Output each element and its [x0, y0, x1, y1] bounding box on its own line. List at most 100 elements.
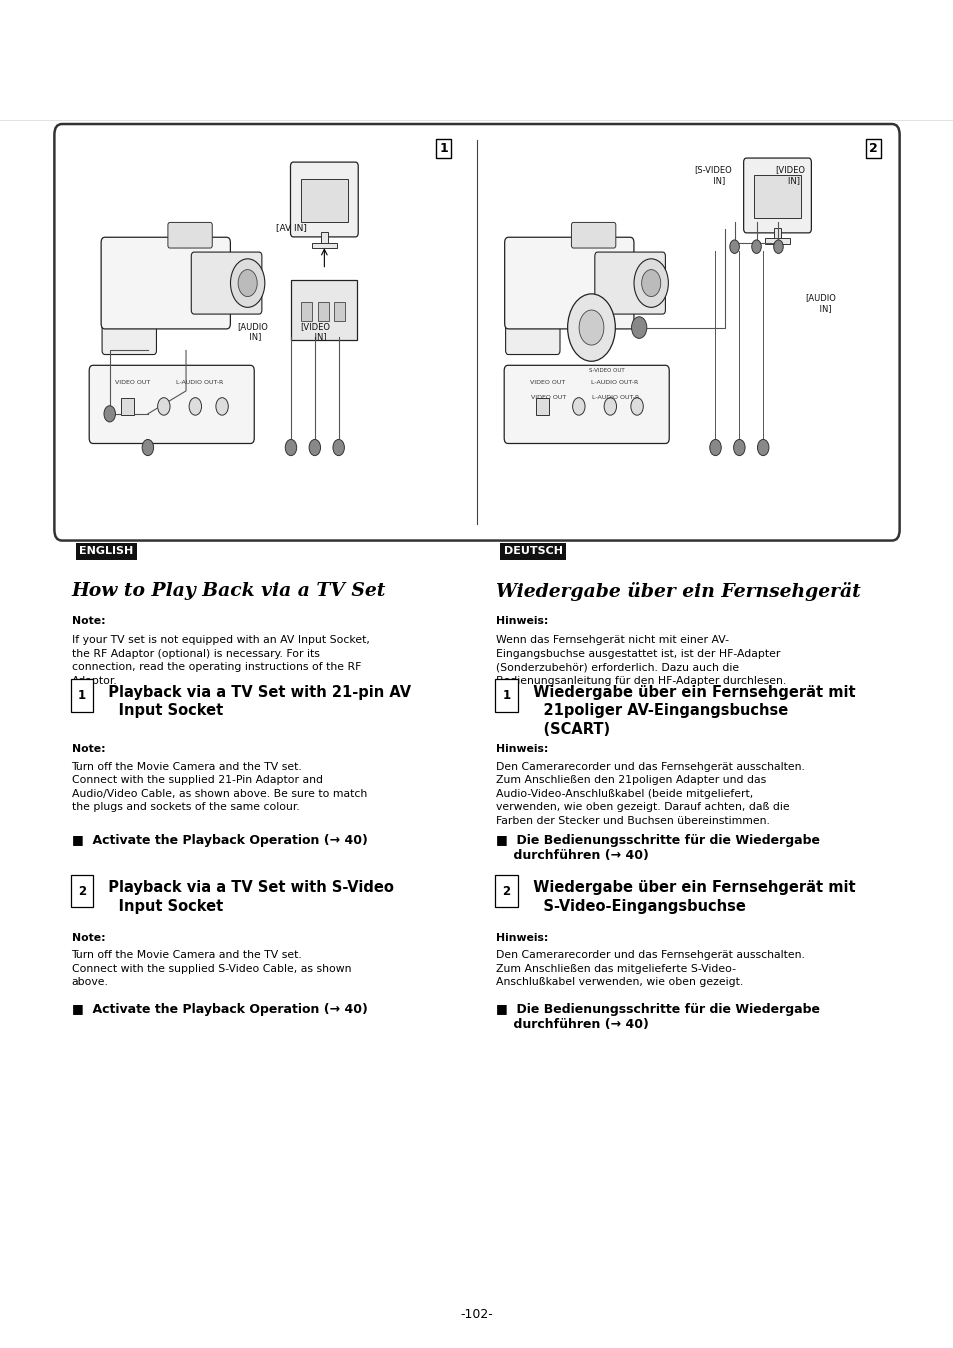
FancyBboxPatch shape: [89, 365, 253, 443]
FancyBboxPatch shape: [594, 252, 665, 314]
Text: [VIDEO
   IN]: [VIDEO IN]: [774, 166, 804, 185]
FancyBboxPatch shape: [503, 365, 668, 443]
Text: 2: 2: [868, 142, 878, 155]
Bar: [300, 179, 348, 221]
Text: DEUTSCH: DEUTSCH: [503, 546, 562, 557]
Bar: [300, 302, 312, 321]
Text: 1: 1: [438, 142, 448, 155]
Text: Den Camerarecorder und das Fernsehgerät ausschalten.: Den Camerarecorder und das Fernsehgerät …: [496, 762, 804, 771]
Circle shape: [578, 310, 603, 345]
Bar: [121, 398, 133, 415]
FancyBboxPatch shape: [291, 280, 356, 340]
Text: 2: 2: [502, 884, 510, 898]
Text: Hinweis:: Hinweis:: [496, 933, 548, 942]
Bar: [536, 398, 548, 415]
Text: Wenn das Fernsehgerät nicht mit einer AV-
Eingangsbuchse ausgestattet ist, ist d: Wenn das Fernsehgerät nicht mit einer AV…: [496, 635, 785, 686]
Circle shape: [285, 439, 296, 456]
Circle shape: [215, 398, 228, 415]
Bar: [312, 243, 336, 248]
Text: Den Camerarecorder und das Fernsehgerät ausschalten.: Den Camerarecorder und das Fernsehgerät …: [496, 950, 804, 960]
Text: Connect with the supplied S-Video Cable, as shown
above.: Connect with the supplied S-Video Cable,…: [71, 964, 351, 988]
Circle shape: [630, 398, 642, 415]
Circle shape: [773, 240, 782, 253]
Text: ■  Activate the Playback Operation (→ 40): ■ Activate the Playback Operation (→ 40): [71, 834, 367, 848]
Text: Zum Anschließen den 21poligen Adapter und das
Audio-Video-Anschlußkabel (beide m: Zum Anschließen den 21poligen Adapter un…: [496, 775, 789, 826]
Bar: [334, 302, 345, 321]
Text: Hinweis:: Hinweis:: [496, 744, 548, 754]
Circle shape: [238, 270, 257, 297]
Text: Hinweis:: Hinweis:: [496, 616, 548, 625]
FancyBboxPatch shape: [168, 222, 212, 248]
Bar: [753, 175, 801, 217]
Text: Playback via a TV Set with 21-pin AV
    Input Socket: Playback via a TV Set with 21-pin AV Inp…: [98, 685, 411, 718]
Bar: [764, 239, 789, 244]
Text: [VIDEO
    IN]: [VIDEO IN]: [299, 322, 330, 341]
Circle shape: [231, 259, 265, 307]
Circle shape: [709, 439, 720, 456]
Text: Connect with the supplied 21-Pin Adaptor and
Audio/Video Cable, as shown above. : Connect with the supplied 21-Pin Adaptor…: [71, 775, 366, 813]
Text: ■  Die Bedienungsschritte für die Wiedergabe
    durchführen (→ 40): ■ Die Bedienungsschritte für die Wiederg…: [496, 1003, 820, 1031]
Bar: [320, 232, 328, 245]
Text: ■  Activate the Playback Operation (→ 40): ■ Activate the Playback Operation (→ 40): [71, 1003, 367, 1016]
Text: Wiedergabe über ein Fernsehgerät: Wiedergabe über ein Fernsehgerät: [496, 582, 860, 601]
Circle shape: [567, 294, 615, 361]
FancyBboxPatch shape: [71, 875, 93, 907]
Circle shape: [142, 439, 153, 456]
Circle shape: [572, 398, 584, 415]
Text: How to Play Back via a TV Set: How to Play Back via a TV Set: [71, 582, 386, 600]
Text: VIDEO OUT: VIDEO OUT: [114, 380, 150, 386]
FancyBboxPatch shape: [290, 162, 358, 237]
Circle shape: [641, 270, 660, 297]
Text: VIDEO OUT: VIDEO OUT: [529, 380, 564, 386]
Circle shape: [309, 439, 320, 456]
Text: ■  Die Bedienungsschritte für die Wiedergabe
    durchführen (→ 40): ■ Die Bedienungsschritte für die Wiederg…: [496, 834, 820, 863]
FancyBboxPatch shape: [495, 679, 517, 712]
Circle shape: [157, 398, 170, 415]
Text: L-AUDIO OUT-R: L-AUDIO OUT-R: [591, 380, 638, 386]
Text: Wiedergabe über ein Fernsehgerät mit
    21poliger AV-Eingangsbuchse
    (SCART): Wiedergabe über ein Fernsehgerät mit 21p…: [522, 685, 855, 737]
Text: [AUDIO
  IN]: [AUDIO IN]: [237, 322, 268, 341]
Text: Turn off the Movie Camera and the TV set.: Turn off the Movie Camera and the TV set…: [71, 950, 302, 960]
Text: VIDEO OUT: VIDEO OUT: [531, 395, 565, 400]
Text: ENGLISH: ENGLISH: [79, 546, 133, 557]
Text: Note:: Note:: [71, 744, 105, 754]
Text: 1: 1: [502, 689, 510, 702]
Text: Wiedergabe über ein Fernsehgerät mit
    S-Video-Eingangsbuchse: Wiedergabe über ein Fernsehgerät mit S-V…: [522, 880, 855, 914]
FancyBboxPatch shape: [504, 237, 633, 329]
Text: Playback via a TV Set with S-Video
    Input Socket: Playback via a TV Set with S-Video Input…: [98, 880, 394, 914]
Text: [AV IN]: [AV IN]: [275, 224, 306, 232]
Circle shape: [189, 398, 201, 415]
Circle shape: [751, 240, 760, 253]
FancyBboxPatch shape: [191, 252, 261, 314]
Circle shape: [729, 240, 739, 253]
Text: L-AUDIO OUT-R: L-AUDIO OUT-R: [591, 395, 639, 400]
FancyBboxPatch shape: [71, 679, 93, 712]
FancyBboxPatch shape: [495, 875, 517, 907]
Text: Note:: Note:: [71, 616, 105, 625]
Text: If your TV set is not equipped with an AV Input Socket,
the RF Adaptor (optional: If your TV set is not equipped with an A…: [71, 635, 369, 686]
Text: 2: 2: [78, 884, 86, 898]
Text: Note:: Note:: [71, 933, 105, 942]
Text: [AUDIO
    IN]: [AUDIO IN]: [804, 294, 835, 313]
Bar: [773, 228, 781, 241]
FancyBboxPatch shape: [101, 237, 230, 329]
Text: -102-: -102-: [460, 1308, 493, 1321]
Circle shape: [603, 398, 616, 415]
Circle shape: [631, 317, 646, 338]
FancyBboxPatch shape: [743, 158, 810, 233]
Text: [S-VIDEO
     IN]: [S-VIDEO IN]: [693, 166, 731, 185]
Text: Zum Anschließen das mitgelieferte S-Video-
Anschlußkabel verwenden, wie oben gez: Zum Anschließen das mitgelieferte S-Vide…: [496, 964, 742, 988]
FancyBboxPatch shape: [571, 222, 616, 248]
Circle shape: [104, 406, 115, 422]
Text: Turn off the Movie Camera and the TV set.: Turn off the Movie Camera and the TV set…: [71, 762, 302, 771]
Circle shape: [733, 439, 744, 456]
Circle shape: [634, 259, 668, 307]
Text: S-VIDEO OUT: S-VIDEO OUT: [588, 368, 624, 373]
Bar: [317, 302, 329, 321]
Text: L-AUDIO OUT-R: L-AUDIO OUT-R: [176, 380, 223, 386]
Circle shape: [757, 439, 768, 456]
FancyBboxPatch shape: [54, 124, 899, 541]
Circle shape: [333, 439, 344, 456]
FancyBboxPatch shape: [505, 313, 559, 355]
FancyBboxPatch shape: [102, 313, 156, 355]
